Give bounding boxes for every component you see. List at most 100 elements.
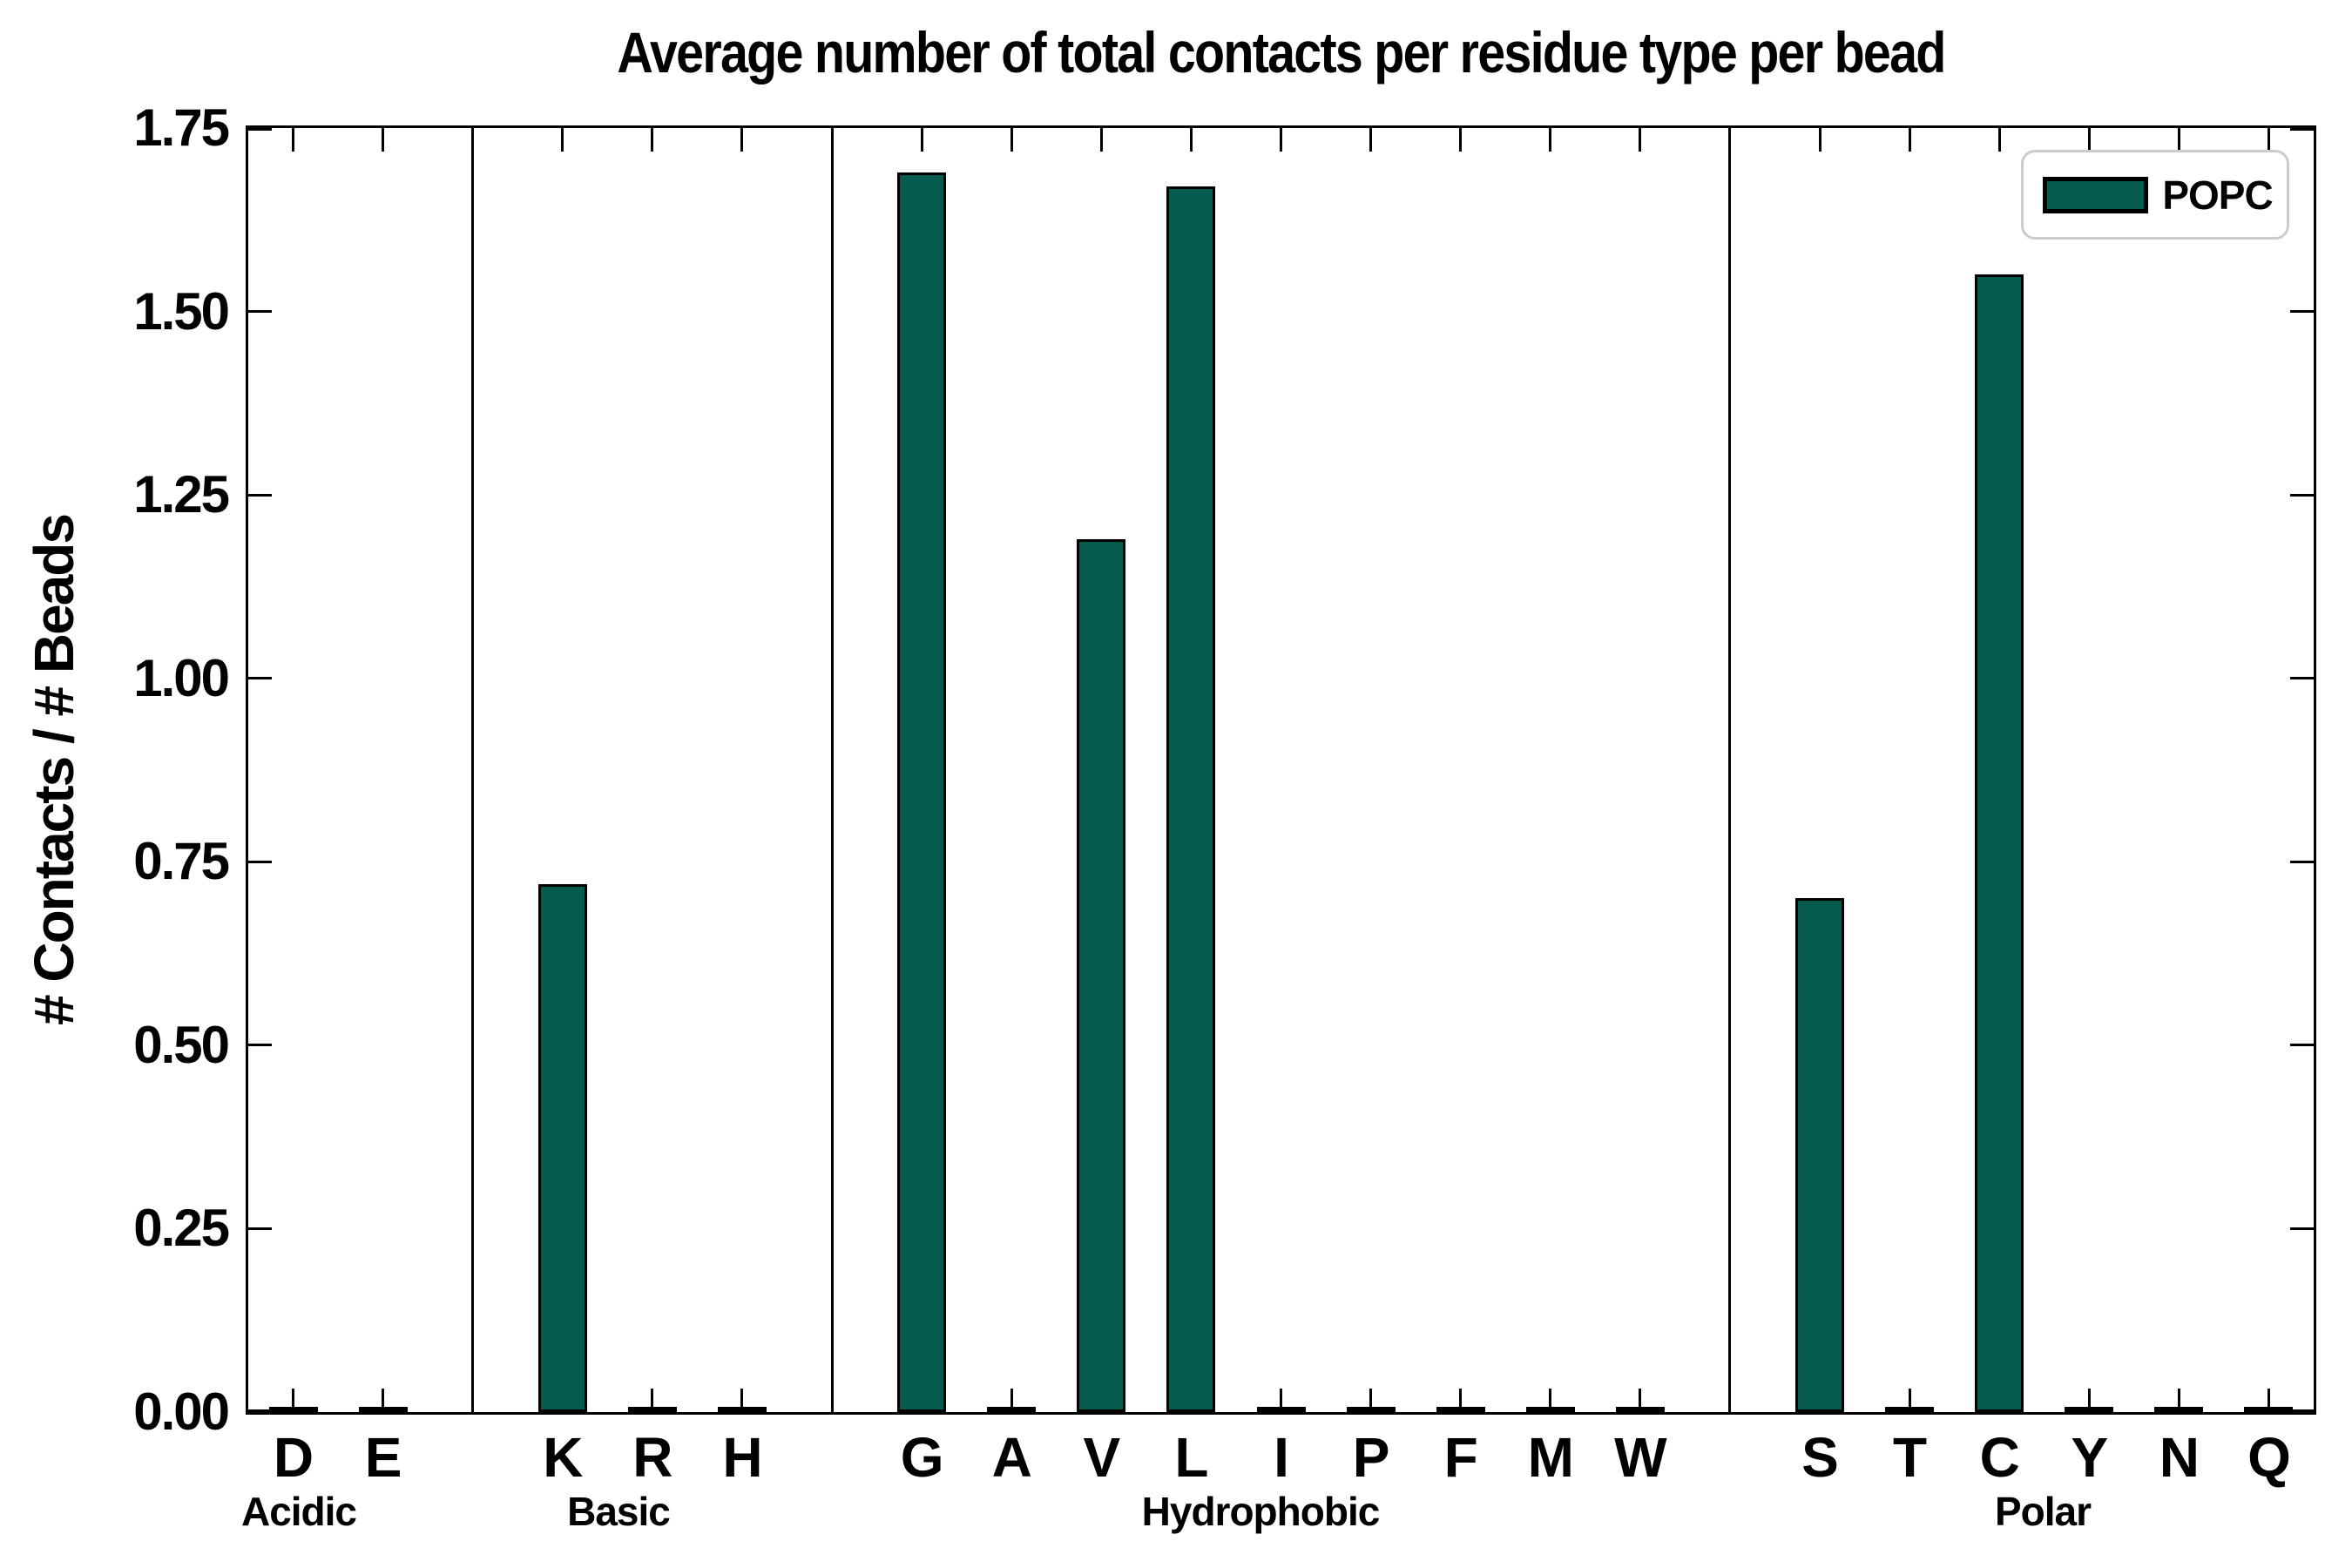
x-tick-label-C: C — [1979, 1426, 2020, 1489]
bar-H — [717, 1407, 767, 1412]
x-tick-top — [1099, 128, 1103, 152]
y-tick-left — [248, 493, 272, 497]
x-tick-label-M: M — [1527, 1426, 1574, 1489]
bar-N — [2154, 1407, 2204, 1412]
x-tick-top — [920, 128, 923, 152]
x-tick-bottom — [740, 1389, 744, 1412]
group-label-polar: Polar — [1994, 1489, 2092, 1534]
y-tick-right — [2290, 1044, 2314, 1047]
bar-I — [1256, 1407, 1306, 1412]
x-tick-bottom — [292, 1389, 295, 1412]
x-tick-bottom — [2267, 1389, 2270, 1412]
y-tick-label-1.25: 1.25 — [133, 465, 230, 524]
x-tick-top — [1189, 128, 1193, 152]
x-tick-top — [1010, 128, 1013, 152]
x-tick-label-Y: Y — [2071, 1426, 2108, 1489]
x-tick-label-S: S — [1801, 1426, 1839, 1489]
x-tick-label-P: P — [1352, 1426, 1390, 1489]
x-tick-top — [2267, 128, 2270, 152]
x-tick-label-I: I — [1274, 1426, 1289, 1489]
y-tick-right — [2290, 860, 2314, 863]
x-tick-top — [382, 128, 385, 152]
bar-Q — [2244, 1407, 2294, 1412]
x-tick-top — [740, 128, 744, 152]
x-tick-top — [2087, 128, 2091, 152]
bar-C — [1975, 274, 2024, 1412]
x-tick-top — [1280, 128, 1282, 152]
x-tick-label-N: N — [2159, 1426, 2200, 1489]
chart-title: Average number of total contacts per res… — [617, 20, 1946, 84]
x-tick-bottom — [1280, 1389, 1282, 1412]
y-tick-label-1.50: 1.50 — [133, 281, 230, 341]
bar-P — [1346, 1407, 1396, 1412]
plot-area — [246, 125, 2316, 1415]
x-tick-label-Q: Q — [2247, 1426, 2291, 1489]
y-tick-left — [248, 1044, 272, 1047]
x-tick-label-A: A — [991, 1426, 1032, 1489]
y-tick-right — [2290, 1227, 2314, 1230]
x-tick-top — [1908, 128, 1911, 152]
y-tick-right — [2290, 128, 2314, 131]
x-tick-top — [2177, 128, 2180, 152]
y-tick-right — [2290, 310, 2314, 314]
bar-D — [268, 1407, 318, 1412]
y-tick-left — [248, 677, 272, 680]
group-label-acidic: Acidic — [240, 1489, 357, 1534]
x-tick-bottom — [1908, 1389, 1911, 1412]
legend-label-popc: POPC — [2162, 172, 2273, 218]
bar-R — [627, 1407, 677, 1412]
x-tick-bottom — [1369, 1389, 1373, 1412]
group-label-basic: Basic — [567, 1489, 671, 1534]
x-tick-top — [561, 128, 564, 152]
x-tick-bottom — [382, 1389, 385, 1412]
y-tick-label-1.75: 1.75 — [133, 98, 230, 157]
bar-A — [987, 1407, 1037, 1412]
bar-K — [537, 883, 587, 1412]
y-tick-label-0.25: 0.25 — [133, 1199, 230, 1258]
x-tick-label-W: W — [1614, 1426, 1666, 1489]
y-tick-label-0.50: 0.50 — [133, 1015, 230, 1074]
y-tick-right — [2290, 493, 2314, 497]
x-tick-label-V: V — [1083, 1426, 1120, 1489]
x-tick-top — [651, 128, 654, 152]
x-tick-bottom — [1639, 1389, 1642, 1412]
x-tick-label-K: K — [543, 1426, 583, 1489]
bar-E — [358, 1407, 408, 1412]
legend-swatch-popc — [2043, 176, 2148, 213]
x-tick-label-T: T — [1893, 1426, 1927, 1489]
x-tick-bottom — [651, 1389, 654, 1412]
bar-S — [1795, 898, 1845, 1412]
x-tick-label-D: D — [273, 1426, 314, 1489]
group-separator — [830, 128, 834, 1412]
y-tick-left — [248, 1409, 272, 1412]
x-tick-label-G: G — [900, 1426, 944, 1489]
bar-F — [1436, 1407, 1485, 1412]
x-tick-top — [1997, 128, 2001, 152]
x-tick-top — [1818, 128, 1821, 152]
group-separator — [1728, 128, 1732, 1412]
bar-L — [1166, 186, 1216, 1412]
y-tick-left — [248, 860, 272, 863]
bar-V — [1077, 538, 1126, 1412]
legend: POPC — [2021, 150, 2289, 240]
bar-T — [1885, 1407, 1935, 1412]
y-tick-label-0.75: 0.75 — [133, 832, 230, 891]
x-tick-label-H: H — [722, 1426, 762, 1489]
bar-G — [897, 172, 947, 1412]
x-tick-bottom — [1459, 1389, 1463, 1412]
y-tick-label-1.00: 1.00 — [133, 648, 230, 707]
y-tick-right — [2290, 677, 2314, 680]
x-tick-label-E: E — [364, 1426, 402, 1489]
x-tick-label-R: R — [632, 1426, 672, 1489]
y-axis-title: # Contacts / # Beads — [23, 515, 85, 1025]
x-tick-label-F: F — [1443, 1426, 1478, 1489]
y-tick-left — [248, 1227, 272, 1230]
y-tick-label-0.00: 0.00 — [133, 1382, 230, 1441]
x-tick-bottom — [1549, 1389, 1552, 1412]
y-tick-left — [248, 128, 272, 131]
x-tick-bottom — [1010, 1389, 1013, 1412]
x-tick-label-L: L — [1174, 1426, 1208, 1489]
x-tick-top — [1459, 128, 1463, 152]
x-tick-bottom — [2177, 1389, 2180, 1412]
